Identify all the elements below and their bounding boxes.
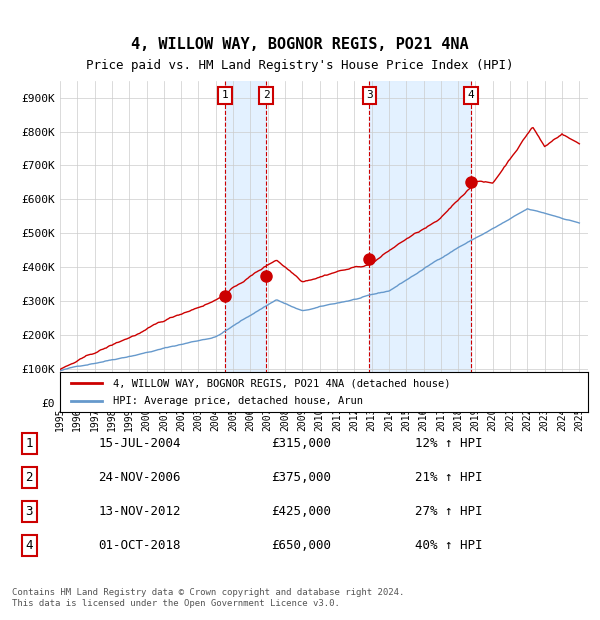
Text: 15-JUL-2004: 15-JUL-2004 bbox=[98, 437, 181, 450]
Text: 24-NOV-2006: 24-NOV-2006 bbox=[98, 471, 181, 484]
Text: 1: 1 bbox=[222, 91, 229, 100]
Text: Contains HM Land Registry data © Crown copyright and database right 2024.
This d: Contains HM Land Registry data © Crown c… bbox=[12, 588, 404, 608]
Text: 3: 3 bbox=[26, 505, 33, 518]
Text: 4: 4 bbox=[26, 539, 33, 552]
Text: £315,000: £315,000 bbox=[271, 437, 331, 450]
Bar bbox=[225, 81, 266, 403]
Text: 12% ↑ HPI: 12% ↑ HPI bbox=[415, 437, 482, 450]
Text: 4: 4 bbox=[468, 91, 475, 100]
Text: £425,000: £425,000 bbox=[271, 505, 331, 518]
Text: 2: 2 bbox=[26, 471, 33, 484]
Text: £375,000: £375,000 bbox=[271, 471, 331, 484]
Text: 3: 3 bbox=[366, 91, 373, 100]
Text: HPI: Average price, detached house, Arun: HPI: Average price, detached house, Arun bbox=[113, 396, 363, 406]
Text: 4, WILLOW WAY, BOGNOR REGIS, PO21 4NA (detached house): 4, WILLOW WAY, BOGNOR REGIS, PO21 4NA (d… bbox=[113, 378, 450, 388]
Text: 40% ↑ HPI: 40% ↑ HPI bbox=[415, 539, 482, 552]
Text: 27% ↑ HPI: 27% ↑ HPI bbox=[415, 505, 482, 518]
Text: 01-OCT-2018: 01-OCT-2018 bbox=[98, 539, 181, 552]
Text: £650,000: £650,000 bbox=[271, 539, 331, 552]
Text: 2: 2 bbox=[263, 91, 269, 100]
Text: 1: 1 bbox=[26, 437, 33, 450]
Text: Price paid vs. HM Land Registry's House Price Index (HPI): Price paid vs. HM Land Registry's House … bbox=[86, 59, 514, 72]
Text: 13-NOV-2012: 13-NOV-2012 bbox=[98, 505, 181, 518]
Text: 21% ↑ HPI: 21% ↑ HPI bbox=[415, 471, 482, 484]
Text: 4, WILLOW WAY, BOGNOR REGIS, PO21 4NA: 4, WILLOW WAY, BOGNOR REGIS, PO21 4NA bbox=[131, 37, 469, 52]
Bar bbox=[370, 81, 471, 403]
